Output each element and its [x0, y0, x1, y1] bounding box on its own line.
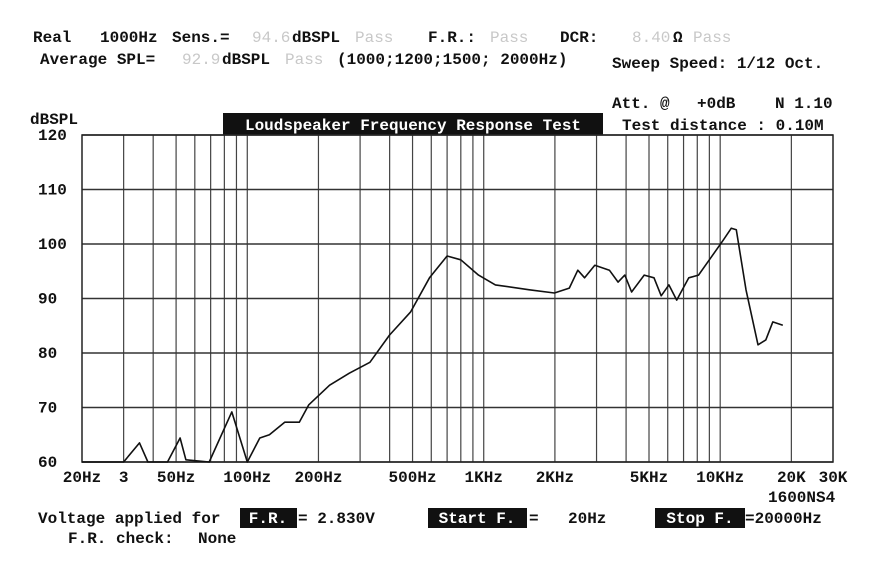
plot-frame [81, 134, 834, 463]
dcr-value: 8.40 [632, 29, 670, 47]
dcr-label: DCR: [560, 29, 598, 47]
stop-button-label: Stop F. [666, 510, 733, 528]
x-tick-label: 500Hz [389, 469, 437, 487]
avg-freqs: (1000;1200;1500; 2000Hz) [337, 51, 567, 69]
dcr-status: Pass [693, 29, 731, 47]
y-tick-label: 80 [38, 345, 57, 363]
footer: 1600NS4 Voltage applied for F.R. = 2.830… [38, 489, 836, 548]
frequency: 1000Hz [100, 29, 158, 47]
fr-label: F.R.: [428, 29, 476, 47]
dcr-unit: Ω [673, 29, 683, 47]
start-button [428, 508, 527, 528]
avg-label: Average SPL= [40, 51, 155, 69]
y-tick-label: 70 [38, 400, 57, 418]
fr-button-label: F.R. [249, 510, 287, 528]
x-tick-label: 200Hz [294, 469, 342, 487]
title-box [223, 113, 603, 135]
start-eq: = [529, 510, 539, 528]
plot: 60 70 80 90 100 110 120 20Hz 3 50Hz 100Hz 200Hz 500H… [38, 127, 848, 487]
att-label: Att. @ [612, 95, 670, 113]
fr-status: Pass [490, 29, 528, 47]
mode: Real [33, 29, 71, 47]
y-tick-label: 120 [38, 127, 67, 145]
avg-value: 92.9 [182, 51, 220, 69]
y-axis-label: dBSPL [30, 111, 78, 129]
sweep-speed: Sweep Speed: 1/12 Oct. [612, 55, 823, 73]
y-tick-label: 90 [38, 291, 57, 309]
stop-button [655, 508, 745, 528]
sens-value: 94.6 [252, 29, 290, 47]
sens-label: Sens.= [172, 29, 230, 47]
x-tick-label: 100Hz [223, 469, 271, 487]
y-tick-label: 60 [38, 454, 57, 472]
x-tick-label: 5KHz [630, 469, 668, 487]
y-tick-label: 100 [38, 236, 67, 254]
y-tick-label: 110 [38, 182, 67, 200]
voltage-value: = 2.830V [298, 510, 375, 528]
check-label: F.R. check: [68, 530, 174, 548]
x-tick-label: 3 [119, 469, 129, 487]
x-tick-label: 2KHz [536, 469, 574, 487]
x-tick-label: 20Hz [63, 469, 101, 487]
check-value: None [198, 530, 236, 548]
x-tick-label: 1KHz [465, 469, 503, 487]
x-tick-label: 10KHz [696, 469, 744, 487]
sens-status: Pass [355, 29, 393, 47]
response-curve [82, 227, 784, 463]
sens-unit: dBSPL [292, 29, 340, 47]
header: Real 1000Hz Sens.= 94.6 dBSPL Pass F.R.:… [33, 29, 833, 135]
x-tick-label: 50Hz [157, 469, 195, 487]
att-value: +0dB [697, 95, 736, 113]
voltage-label: Voltage applied for [38, 510, 220, 528]
x-tick-label: 30K [819, 469, 848, 487]
avg-unit: dBSPL [222, 51, 270, 69]
start-button-label: Start F. [439, 510, 516, 528]
start-value: 20Hz [568, 510, 606, 528]
fr-button [240, 508, 297, 528]
model: 1600NS4 [768, 489, 836, 507]
n-value: N 1.10 [775, 95, 833, 113]
stop-value: =20000Hz [745, 510, 822, 528]
avg-status: Pass [285, 51, 323, 69]
chart-title: Loudspeaker Frequency Response Test [245, 117, 581, 135]
x-tick-label: 20K [777, 469, 806, 487]
test-distance: Test distance : 0.10M [622, 117, 824, 135]
